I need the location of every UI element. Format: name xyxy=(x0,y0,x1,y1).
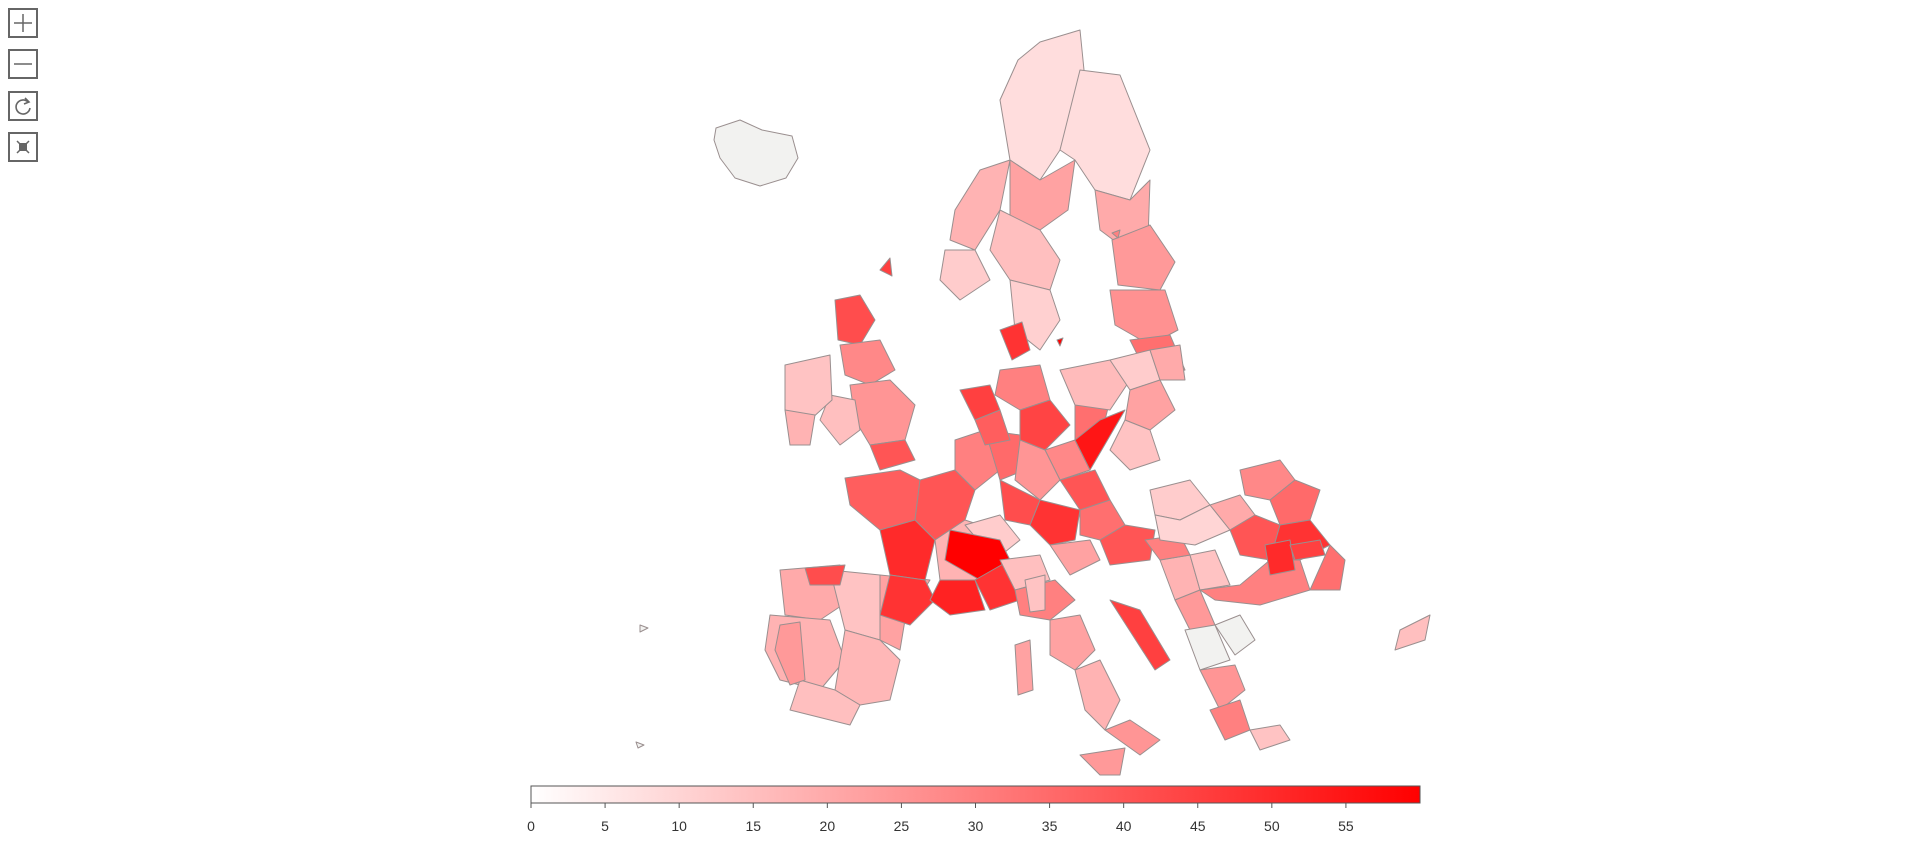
legend-tick-label: 25 xyxy=(894,818,910,834)
legend-tick-label: 55 xyxy=(1338,818,1354,834)
map-region[interactable] xyxy=(1111,224,1176,291)
map-region[interactable] xyxy=(1109,419,1161,471)
map-region[interactable] xyxy=(1056,337,1064,347)
map-region[interactable] xyxy=(844,469,921,531)
map-region[interactable] xyxy=(879,519,936,581)
map-region[interactable] xyxy=(1059,359,1131,411)
map-region[interactable] xyxy=(974,409,1011,446)
map-region[interactable] xyxy=(1074,659,1121,731)
legend-tick-label: 30 xyxy=(968,818,984,834)
map-region[interactable] xyxy=(1149,344,1186,381)
map-region[interactable] xyxy=(939,249,991,301)
map-region[interactable] xyxy=(879,574,936,626)
map-region[interactable] xyxy=(1019,399,1071,451)
legend-tick-label: 10 xyxy=(671,818,687,834)
legend-tick-label: 40 xyxy=(1116,818,1132,834)
map-region[interactable] xyxy=(1104,719,1161,756)
map-region[interactable] xyxy=(1024,574,1046,613)
map-region[interactable] xyxy=(929,579,986,616)
fit-bounds-button[interactable] xyxy=(8,132,38,162)
region-iceland[interactable] xyxy=(713,119,799,187)
map-region[interactable] xyxy=(999,479,1041,526)
map-region[interactable] xyxy=(879,257,893,277)
plus-icon xyxy=(14,14,32,32)
map-region[interactable] xyxy=(1111,229,1121,239)
map-region[interactable] xyxy=(1269,479,1321,526)
map-region[interactable] xyxy=(1124,379,1176,431)
region-ireland-west[interactable] xyxy=(819,394,861,446)
map-region[interactable] xyxy=(869,439,916,471)
legend-tick-label: 0 xyxy=(527,818,535,834)
region-nodata-balkan[interactable] xyxy=(1214,614,1256,656)
map-region[interactable] xyxy=(1189,549,1231,591)
region-denmark[interactable] xyxy=(999,321,1031,361)
map-regions[interactable] xyxy=(635,29,1431,776)
reset-view-button[interactable] xyxy=(8,91,38,121)
zoom-in-button[interactable] xyxy=(8,8,38,38)
refresh-icon xyxy=(15,97,31,115)
map-region[interactable] xyxy=(784,354,833,421)
map-region[interactable] xyxy=(839,339,896,386)
map-region[interactable] xyxy=(1184,624,1231,671)
minus-icon xyxy=(14,63,32,65)
map-region[interactable] xyxy=(1079,747,1126,776)
legend-bar xyxy=(530,785,1421,804)
map-region[interactable] xyxy=(1049,614,1096,671)
map-region[interactable] xyxy=(1049,539,1101,576)
map-region[interactable] xyxy=(1209,699,1251,741)
map-region[interactable] xyxy=(1289,539,1326,561)
map-region[interactable] xyxy=(804,564,846,586)
map-region[interactable] xyxy=(1199,664,1246,711)
map-region[interactable] xyxy=(635,741,645,749)
map-region[interactable] xyxy=(1109,599,1171,671)
map-region[interactable] xyxy=(849,379,916,446)
legend-tick-label: 20 xyxy=(820,818,836,834)
map-region[interactable] xyxy=(1264,539,1296,576)
zoom-out-button[interactable] xyxy=(8,49,38,79)
legend-tick-label: 35 xyxy=(1042,818,1058,834)
map-region[interactable] xyxy=(784,409,816,446)
legend-tick-label: 45 xyxy=(1190,818,1206,834)
legend-tick-label: 5 xyxy=(601,818,609,834)
legend-tick-label: 50 xyxy=(1264,818,1280,834)
map-region[interactable] xyxy=(1309,544,1346,591)
map-region[interactable] xyxy=(1249,724,1291,751)
map-region[interactable] xyxy=(1074,409,1126,471)
legend-tick-label: 15 xyxy=(745,818,761,834)
fit-icon xyxy=(16,140,30,154)
map-region[interactable] xyxy=(1014,639,1034,696)
color-legend: 0 5 10 15 20 25 30 35 40 45 50 55 xyxy=(527,785,1421,834)
map-region[interactable] xyxy=(1014,439,1061,501)
map-region[interactable] xyxy=(639,624,649,633)
map-region[interactable] xyxy=(774,621,806,686)
map-region[interactable] xyxy=(1394,614,1431,651)
map-region[interactable] xyxy=(834,294,876,346)
map-region[interactable] xyxy=(789,679,861,726)
